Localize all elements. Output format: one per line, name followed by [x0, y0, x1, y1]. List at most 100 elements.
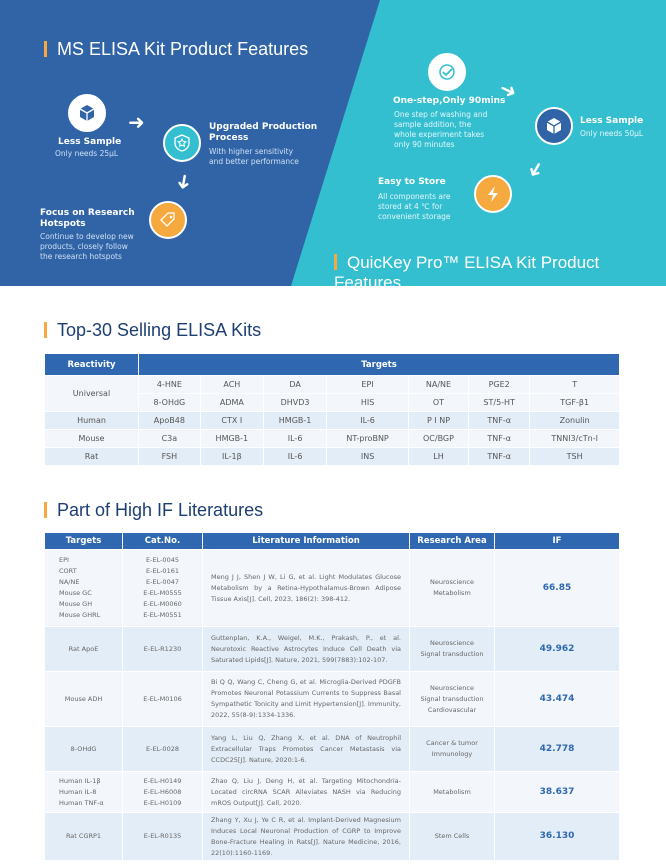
targets-cell: Rat ApoE	[44, 626, 123, 672]
cat-no-cell-line: E-EL-H0149	[143, 776, 182, 785]
cat-no-cell-line: E-EL-M0555	[143, 589, 182, 597]
targets-cell: Human IL-1β Human IL-8 Human TNF-α	[44, 771, 123, 813]
reactivity-cell: Mouse	[44, 429, 139, 448]
area-cell: Neuroscience Signal transduction Cardiovas…	[409, 671, 495, 727]
targets-cell: Mouse ADH	[44, 671, 123, 727]
ms-f1-desc: Only needs 25μL	[55, 149, 119, 158]
target-cell: ApoB48	[138, 411, 201, 430]
table-row: Universal 4-HNE ACH DA EPI NA/NE PGE2 T	[44, 375, 620, 412]
cat-no-cell-line: E-EL-0047	[146, 578, 179, 586]
cat-no-cell-line: E-EL-R0135	[143, 832, 182, 840]
target-cell: Zonulin	[529, 411, 620, 430]
top30-heading: Top-30 Selling ELISA Kits	[44, 320, 261, 341]
col-targets: Targets	[138, 353, 620, 376]
target-cell: IL-6	[326, 411, 409, 430]
target-cell: FSH	[138, 447, 201, 466]
ms-title-text: MS ELISA Kit Product Features	[57, 39, 309, 59]
ms-f2-title: Upgraded Production Process	[209, 122, 318, 143]
target-cell: EPI	[326, 375, 409, 394]
target-cell: TSH	[529, 447, 620, 466]
target-cell: OT	[407, 393, 470, 412]
lit-title: Part of High IF Literatures	[57, 500, 264, 520]
target-cell: DHVD3	[262, 393, 328, 412]
if-value: 42.778	[494, 726, 620, 772]
target-cell: 8-OHdG	[138, 393, 201, 412]
qk-f2-title: Less Sample	[580, 116, 644, 126]
cat-no-cell: E-EL-H0149 E-EL-H6008 E-EL-H0109	[122, 771, 203, 813]
targets-cell-line: EPI	[59, 556, 69, 564]
if-value: 36.130	[494, 812, 620, 861]
target-cell: T	[529, 375, 620, 394]
targets-cell-line: Mouse GH	[59, 600, 93, 608]
if-value: 49.962	[494, 626, 620, 672]
targets-cell-line: Mouse GC	[59, 589, 92, 597]
col-area: Research Area	[409, 532, 495, 550]
table-row: 8-OHdG E-EL-0028 Yang L, Liu Q, Zhang X, e…	[44, 726, 620, 772]
target-cell: IL-6	[262, 447, 328, 466]
area-cell-line: Stem Cells	[434, 832, 470, 840]
qk-f3-desc: All components are stored at 4 ℃ for con…	[378, 192, 451, 221]
cat-no-cell-line: E-EL-H0109	[143, 798, 182, 807]
target-cell: TGF-β1	[529, 393, 620, 412]
area-cell-line: Neuroscience	[430, 683, 474, 692]
box-icon	[535, 107, 573, 145]
targets-cell: EPI CORT NA/NE Mouse GC Mouse GH Mouse GHRL	[44, 549, 123, 627]
literature-cell: Zhang Y, Xu J, Ye C R, et al. Implant-De…	[202, 812, 410, 861]
target-cell: CTX I	[199, 411, 264, 430]
area-cell-line: Signal transduction	[420, 650, 484, 658]
ms-title: MS ELISA Kit Product Features	[44, 39, 308, 60]
target-cell: LH	[407, 447, 470, 466]
target-cell: TNNI3/cTn-I	[529, 429, 620, 448]
targets-cell-line: Rat CGRP1	[65, 832, 102, 840]
cat-no-cell-line: E-EL-0161	[146, 567, 179, 575]
targets-cell: Rat CGRP1	[44, 812, 123, 861]
cat-no-cell: E-EL-R1230	[122, 626, 203, 672]
target-cell: 4-HNE	[138, 375, 201, 394]
qk-f1-desc: One step of washing and sample addition,…	[394, 110, 488, 149]
targets-cell: 8-OHdG	[44, 726, 123, 772]
box-icon	[68, 94, 106, 132]
reactivity-cell: Human	[44, 411, 139, 430]
literature-cell: Meng J J, Shen J W, Li G, et al. Light M…	[202, 549, 410, 627]
arrow-icon: ➜	[128, 110, 145, 134]
targets-cell-line: CORT	[59, 567, 77, 575]
table-row: Human IL-1β Human IL-8 Human TNF-α E-EL-H01…	[44, 771, 620, 813]
cat-no-cell-line: E-EL-R1230	[143, 644, 182, 653]
ms-f2-desc: With higher sensitivity and better perfo…	[209, 147, 299, 166]
if-value: 43.474	[494, 671, 620, 727]
cat-no-cell-line: E-EL-H6008	[143, 787, 182, 796]
table-row: Mouse ADH E-EL-M0106 Bi Q Q, Wang C, Cheng…	[44, 671, 620, 727]
ms-f3-title: Focus on Research Hotspots	[40, 208, 135, 229]
cat-no-cell-line: E-EL-M0106	[143, 694, 182, 703]
targets-cell-line: Human TNF-α	[59, 798, 104, 807]
table-row: Human ApoB48 CTX I HMGB-1 IL-6 P I NP TNF-α Zon…	[44, 411, 620, 430]
col-if: IF	[494, 532, 620, 550]
target-cell: NT-proBNP	[326, 429, 409, 448]
literature-cell: Yang L, Liu Q, Zhang X, et al. DNA of Ne…	[202, 726, 410, 772]
target-cell: HMGB-1	[262, 411, 328, 430]
ms-f3-desc: Continue to develop new products, closel…	[40, 232, 134, 261]
target-cell: PGE2	[468, 375, 531, 394]
area-cell-line: Cancer & tumor	[426, 739, 478, 747]
target-cell: TNF-α	[468, 429, 531, 448]
col-literature: Literature Information	[202, 532, 410, 550]
col-targets: Targets	[44, 532, 123, 550]
area-cell-line: Cardiovascular	[427, 705, 477, 714]
table-row: 8-OHdG ADMA DHVD3 HIS OT ST/5-HT TGF-β1	[45, 393, 620, 412]
shield-star-icon	[163, 124, 201, 162]
targets-cell-line: Mouse ADH	[64, 694, 103, 703]
targets-cell-line: Rat ApoE	[68, 644, 99, 653]
if-value: 38.637	[494, 771, 620, 813]
area-cell-line: Metabolism	[433, 589, 471, 597]
col-cat-no: Cat.No.	[122, 532, 203, 550]
qk-f2-desc: Only needs 50μL	[580, 129, 644, 138]
reactivity-cell: Universal	[44, 375, 139, 412]
cat-no-cell: E-EL-M0106	[122, 671, 203, 727]
qk-title-text: QuicKey Pro™ ELISA Kit Product Features	[334, 253, 600, 292]
targets-cell-line: Mouse GHRL	[59, 611, 101, 619]
cat-no-cell: E-EL-0045 E-EL-0161 E-EL-0047 E-EL-M0555 E-E…	[122, 549, 203, 627]
area-cell-line: Metabolism	[433, 787, 471, 796]
target-cell: ACH	[199, 375, 264, 394]
target-cell: IL-1β	[199, 447, 264, 466]
target-cell: TNF-α	[468, 447, 531, 466]
